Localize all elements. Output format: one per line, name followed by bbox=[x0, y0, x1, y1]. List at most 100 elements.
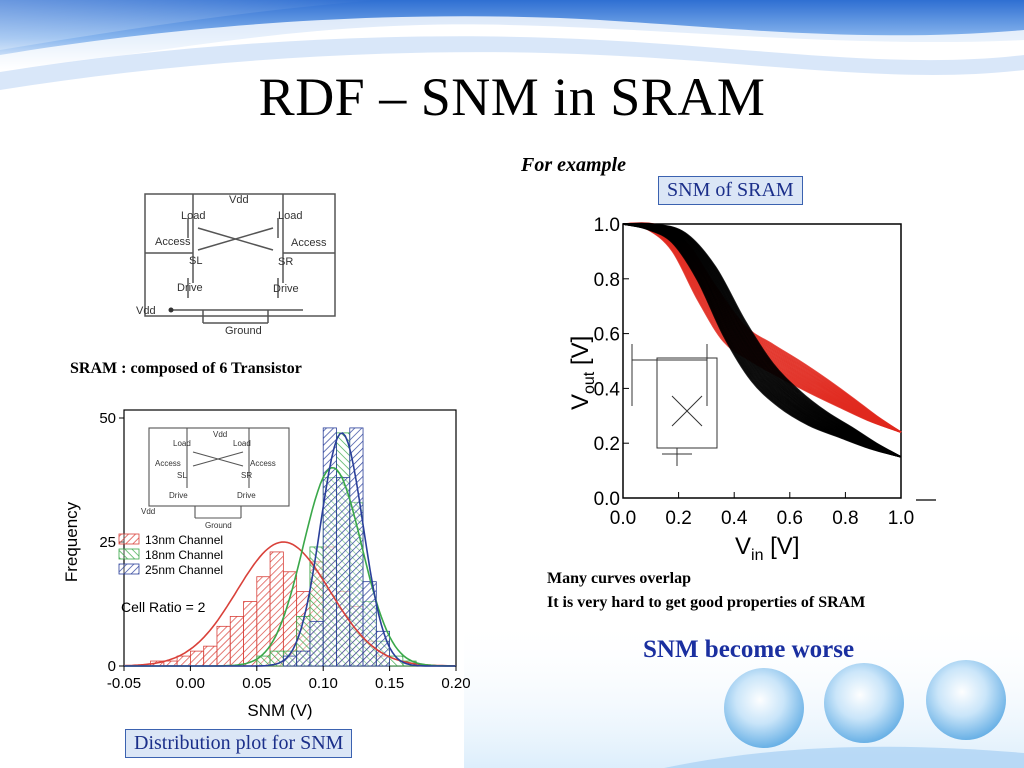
vtc-curve-0 bbox=[622, 223, 902, 433]
inset-label: Ground bbox=[205, 521, 232, 530]
vtc-y-tick-label: 0.2 bbox=[594, 434, 620, 455]
vtc-curve-1 bbox=[622, 222, 902, 458]
inset-label: Access bbox=[155, 459, 181, 468]
snm-worse-text: SNM become worse bbox=[643, 636, 855, 663]
histogram-bar bbox=[309, 620, 324, 667]
vtc-curve-0 bbox=[622, 223, 902, 433]
sl-label: SL bbox=[189, 255, 202, 267]
histogram-bar bbox=[203, 645, 218, 667]
vtc-curve-0 bbox=[622, 222, 902, 433]
legend-label: 13nm Channel bbox=[145, 533, 223, 547]
header-banner bbox=[0, 0, 1024, 90]
inset-schematic bbox=[148, 427, 290, 519]
inset-label: Vdd bbox=[141, 507, 155, 516]
vdd-top-label: Vdd bbox=[229, 194, 249, 206]
vtc-curve-0 bbox=[622, 223, 902, 433]
vtc-x-tick-label: 0.6 bbox=[777, 508, 803, 529]
histogram-bar bbox=[349, 427, 364, 667]
inset-label: SR bbox=[241, 471, 252, 480]
vtc-y-tick-label: 0.4 bbox=[594, 379, 621, 400]
access-right-label: Access bbox=[291, 237, 327, 249]
x-tick-label: -0.05 bbox=[107, 675, 141, 692]
vtc-curve-0 bbox=[622, 223, 902, 433]
inset-label: Load bbox=[233, 439, 251, 448]
vtc-y-axis-label: Vout [V] bbox=[567, 336, 598, 410]
vtc-curve-0 bbox=[622, 223, 902, 433]
histogram-bar bbox=[229, 615, 244, 667]
vtc-curve-0 bbox=[622, 223, 902, 433]
sram-schematic: Vdd Load Load Access Access SL SR Drive … bbox=[136, 193, 336, 337]
inset-label: Drive bbox=[237, 491, 256, 500]
vtc-x-tick-label: 0.0 bbox=[610, 508, 636, 529]
vtc-curve-0 bbox=[622, 223, 902, 433]
vtc-y-tick-label: 1.0 bbox=[594, 215, 620, 236]
vdd-left-label: Vdd bbox=[136, 305, 156, 317]
vtc-curve-0 bbox=[622, 222, 902, 433]
x-tick-label: 0.05 bbox=[242, 675, 271, 692]
vtc-curve-0 bbox=[622, 223, 902, 433]
for-example-label: For example bbox=[521, 154, 626, 176]
legend-swatch bbox=[118, 563, 140, 575]
fit-curve-2 bbox=[124, 432, 456, 667]
histogram-bar bbox=[216, 625, 231, 667]
vtc-curve-0 bbox=[622, 223, 902, 433]
histogram-bar bbox=[362, 581, 377, 667]
vtc-x-tick-label: 1.0 bbox=[888, 508, 914, 529]
histogram-bar bbox=[296, 650, 311, 667]
background-globes bbox=[464, 618, 1024, 768]
inset-label: Load bbox=[173, 439, 191, 448]
histogram-bar bbox=[282, 655, 298, 667]
inset-label: Access bbox=[250, 459, 276, 468]
vtc-curve-0 bbox=[622, 222, 902, 433]
vtc-curve-0 bbox=[622, 223, 902, 433]
snm-distribution-chart: -0.05 0.00 0.05 0.10 0.15 0.20 0 25 50 SNM (V) Fre… bbox=[62, 409, 471, 720]
load-right-label: Load bbox=[278, 210, 302, 222]
load-left-label: Load bbox=[181, 210, 205, 222]
vtc-y-tick-label: 0.8 bbox=[594, 270, 620, 291]
vtc-frame bbox=[622, 223, 902, 499]
y-tick-label: 0 bbox=[108, 658, 116, 675]
vtc-x-axis-label: Vin [V] bbox=[735, 533, 799, 560]
legend-swatch bbox=[118, 548, 140, 560]
snm-butterfly-chart: 0.0 0.2 0.4 0.6 0.8 1.0 0.0 0.2 0.4 0.6 0.8 1.0 Vin … bbox=[567, 215, 936, 560]
histogram-bar bbox=[336, 477, 351, 667]
vtc-curve-0 bbox=[622, 222, 902, 433]
y-tick-label: 25 bbox=[99, 534, 116, 551]
histogram-bar bbox=[176, 655, 191, 667]
x-axis-label: SNM (V) bbox=[247, 701, 312, 720]
inset-label: SL bbox=[177, 471, 187, 480]
vtc-curve-0 bbox=[622, 223, 902, 433]
slide-title: RDF – SNM in SRAM bbox=[258, 67, 766, 127]
vtc-curve-0 bbox=[622, 222, 902, 433]
vtc-x-tick-label: 0.4 bbox=[721, 508, 748, 529]
vtc-x-tick-label: 0.2 bbox=[665, 508, 691, 529]
y-tick-label: 50 bbox=[99, 410, 116, 427]
inset-label: Drive bbox=[169, 491, 188, 500]
x-tick-label: 0.10 bbox=[309, 675, 338, 692]
histogram-bar bbox=[256, 576, 271, 667]
vtc-curve-0 bbox=[622, 223, 902, 433]
drive-right-label: Drive bbox=[273, 283, 299, 295]
legend-label: 25nm Channel bbox=[145, 563, 223, 577]
histogram-bar bbox=[269, 551, 284, 667]
histogram-bar bbox=[189, 650, 205, 667]
histogram-bar bbox=[243, 601, 258, 667]
vtc-y-tick-label: 0.6 bbox=[594, 325, 620, 346]
vtc-x-tick-label: 0.8 bbox=[832, 508, 858, 529]
sram-caption: SRAM : composed of 6 Transistor bbox=[70, 360, 302, 377]
distribution-plot-box: Distribution plot for SNM bbox=[125, 729, 353, 758]
drive-left-label: Drive bbox=[177, 282, 203, 294]
vtc-curve-0 bbox=[622, 222, 902, 433]
y-axis-label: Frequency bbox=[62, 501, 81, 582]
vtc-curve-0 bbox=[622, 223, 902, 433]
x-tick-label: 0.15 bbox=[375, 675, 404, 692]
legend-label: 18nm Channel bbox=[145, 548, 223, 562]
histogram-bar bbox=[375, 630, 391, 667]
vtc-curve-0 bbox=[622, 223, 902, 433]
vtc-curve-0 bbox=[622, 223, 902, 433]
overlap-line-2: It is very hard to get good properties o… bbox=[547, 594, 866, 611]
legend-swatch bbox=[118, 533, 140, 545]
overlap-line-1: Many curves overlap bbox=[547, 570, 691, 587]
vtc-curve-0 bbox=[622, 222, 902, 433]
snm-of-sram-box: SNM of SRAM bbox=[658, 176, 803, 205]
